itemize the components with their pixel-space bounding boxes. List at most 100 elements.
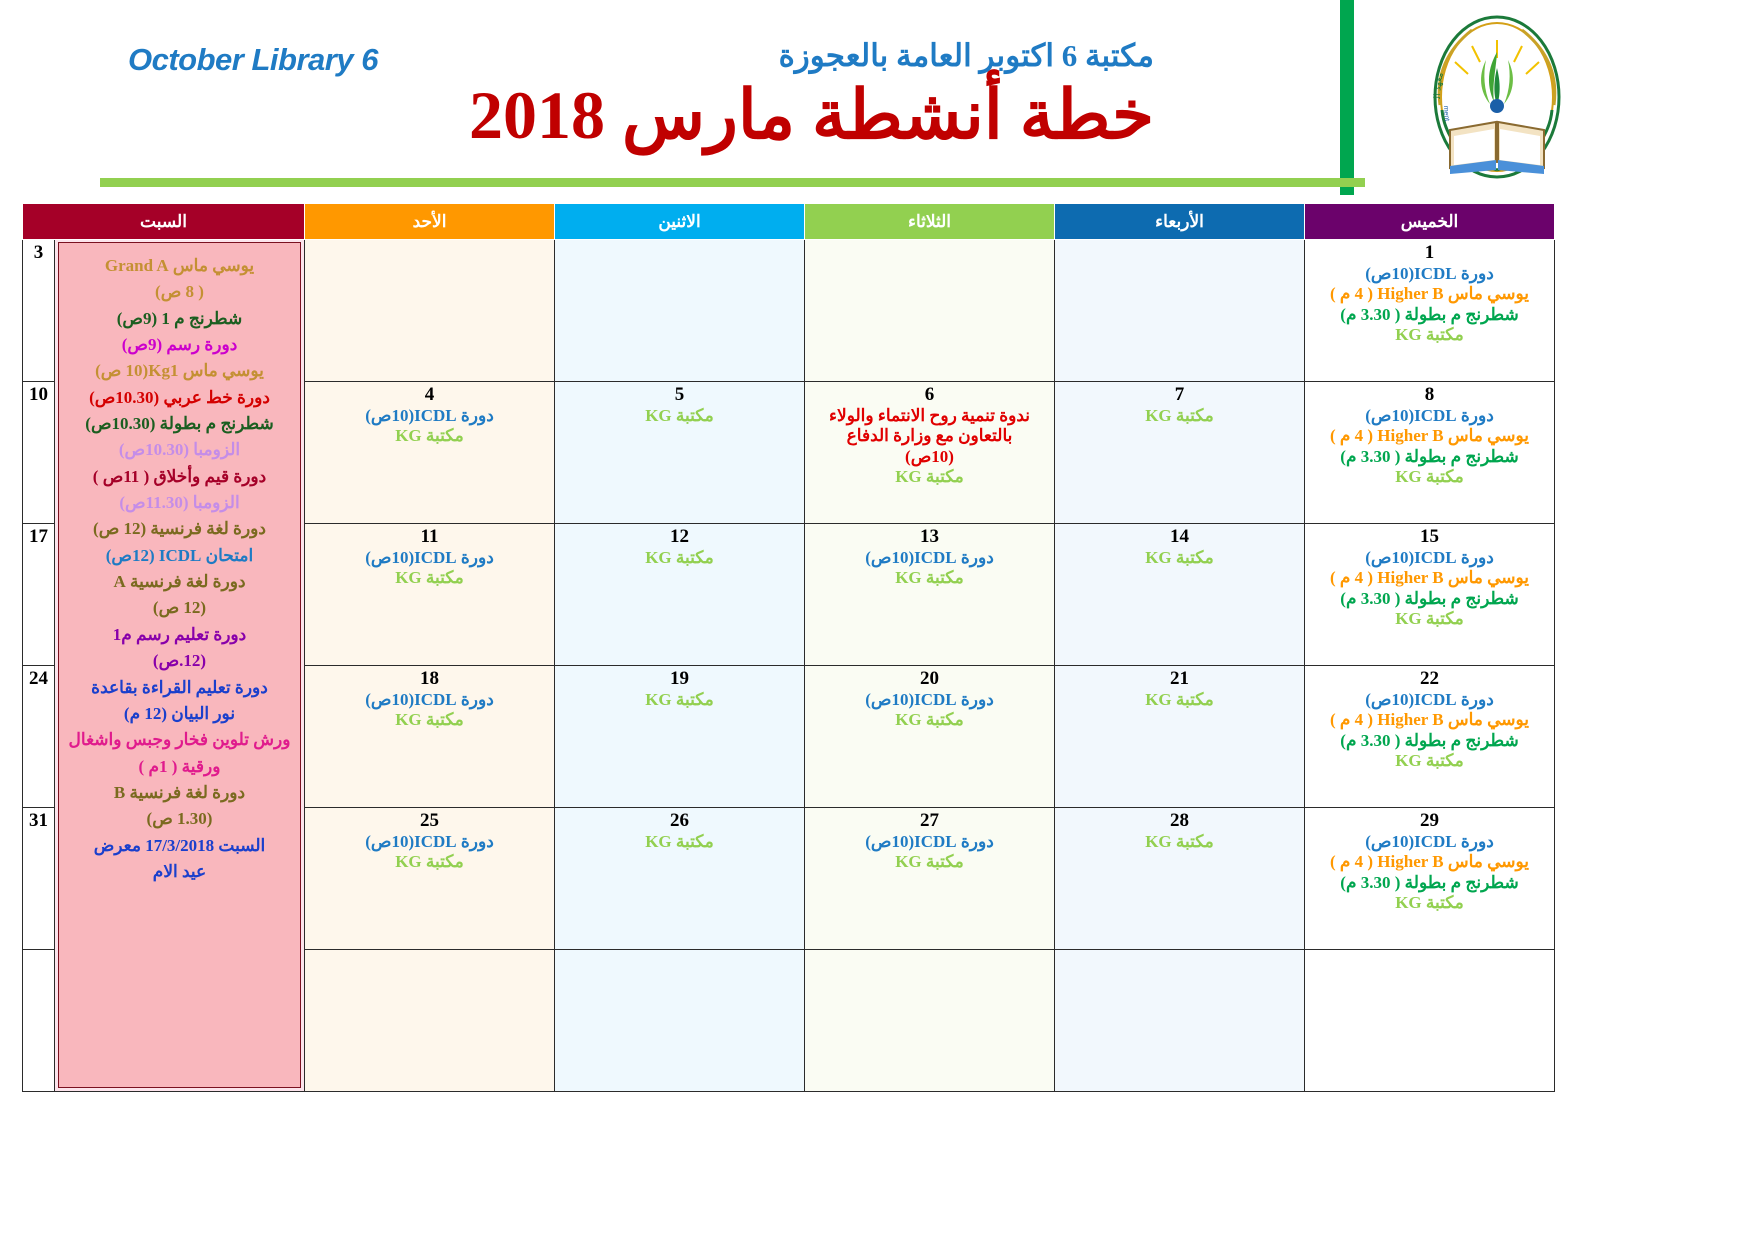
day-number: 15	[1420, 526, 1439, 547]
calendar-day-cell-thursday[interactable]: 29 دورة ICDL(10ص) يوسي ماس Higher B ( 4 م …	[1304, 807, 1555, 950]
day-event: دورة ICDL(10ص)	[365, 405, 494, 425]
day-number	[1308, 952, 1551, 974]
day-event: مكتبة KG	[645, 831, 714, 851]
weekday-header-wednesday: الأربعاء	[1054, 203, 1305, 240]
calendar-day-cell-monday[interactable]	[554, 239, 805, 382]
saturday-activities-panel: يوسي ماس Grand A ( 8 ص) شطرنج م 1 (9ص) دورة…	[58, 242, 301, 1088]
calendar-day-cell-monday[interactable]: 19 مكتبة KG	[554, 665, 805, 808]
day-event: مكتبة KG	[895, 568, 964, 588]
saturday-activity-line: دورة لغة فرنسية (12 ص)	[93, 519, 266, 539]
weekday-header-monday: الاثنين	[554, 203, 805, 240]
saturday-activity-line: الزومبا (11.30ص)	[119, 493, 240, 513]
saturday-day-number-cell[interactable]: 31	[22, 807, 55, 950]
saturday-activity-line: دورة تعليم القراءة بقاعدة	[91, 677, 268, 697]
day-event: مكتبة KG	[645, 689, 714, 709]
day-event: مكتبة KG	[895, 467, 964, 487]
day-event: دورة ICDL(10ص)	[365, 831, 494, 851]
calendar-day-cell-thursday[interactable]: 22 دورة ICDL(10ص) يوسي ماس Higher B ( 4 م …	[1304, 665, 1555, 808]
day-event: دورة ICDL(10ص)	[865, 689, 994, 709]
day-event: دورة ICDL(10ص)	[365, 547, 494, 567]
calendar-day-cell-monday[interactable]	[554, 949, 805, 1092]
calendar-day-cell-wednesday[interactable]: 7 مكتبة KG	[1054, 381, 1305, 524]
calendar-week-row: 29 دورة ICDL(10ص) يوسي ماس Higher B ( 4 م …	[22, 807, 1555, 950]
day-event: مكتبة KG	[645, 405, 714, 425]
calendar-day-cell-sunday[interactable]: 4 دورة ICDL(10ص) مكتبة KG	[304, 381, 555, 524]
calendar-day-cell-thursday[interactable]: 1 دورة ICDL(10ص) يوسي ماس Higher B ( 4 م )…	[1304, 239, 1555, 382]
day-number	[1058, 242, 1301, 264]
saturday-activity-line: ورش تلوين فخار وجبس واشغال	[68, 730, 291, 750]
day-event: مكتبة KG	[895, 852, 964, 872]
saturday-day-number-cell[interactable]: 3	[22, 239, 55, 382]
day-event: شطرنج م بطولة ( 3.30 م)	[1340, 872, 1519, 892]
day-number: 7	[1174, 384, 1185, 405]
day-event: مكتبة KG	[1395, 609, 1464, 629]
calendar-day-cell-monday[interactable]: 5 مكتبة KG	[554, 381, 805, 524]
saturday-activity-line: دورة تعليم رسم م1	[112, 624, 247, 644]
calendar-day-cell-tuesday[interactable]: 20 دورة ICDL(10ص) مكتبة KG	[804, 665, 1055, 808]
saturday-day-number-cell[interactable]: 17	[22, 523, 55, 666]
calendar-day-cell-monday[interactable]: 26 مكتبة KG	[554, 807, 805, 950]
saturday-activity-line: (12.ص)	[152, 651, 207, 671]
page-title: خطة أنشطة مارس 2018	[469, 77, 1154, 153]
day-number: 13	[920, 526, 939, 547]
day-number	[808, 952, 1051, 974]
day-number	[308, 242, 551, 264]
saturday-day-number-cell[interactable]: 10	[22, 381, 55, 524]
calendar-day-cell-monday[interactable]: 12 مكتبة KG	[554, 523, 805, 666]
calendar-week-row: 1 دورة ICDL(10ص) يوسي ماس Higher B ( 4 م )…	[22, 239, 1555, 1092]
day-event: شطرنج م بطولة ( 3.30 م)	[1340, 446, 1519, 466]
day-event: مكتبة KG	[1395, 893, 1464, 913]
calendar-day-cell-tuesday[interactable]	[804, 239, 1055, 382]
day-number: 6	[924, 384, 935, 405]
day-number: 4	[424, 384, 435, 405]
saturday-activities-cell[interactable]: يوسي ماس Grand A ( 8 ص) شطرنج م 1 (9ص) دورة…	[54, 239, 305, 1092]
calendar-day-cell-tuesday[interactable]: 6 ندوة تنمية روح الانتماء والولاء بالتعاون…	[804, 381, 1055, 524]
calendar-day-cell-wednesday[interactable]: 14 مكتبة KG	[1054, 523, 1305, 666]
calendar-day-cell-thursday[interactable]: 15 دورة ICDL(10ص) يوسي ماس Higher B ( 4 م …	[1304, 523, 1555, 666]
saturday-activity-line: ورقية ( 1م )	[138, 756, 221, 776]
calendar-day-cell-wednesday[interactable]: 28 مكتبة KG	[1054, 807, 1305, 950]
weekday-header-sunday: الأحد	[304, 203, 555, 240]
organization-logo-icon: معهد الثقافة وتنمية المجتمع Egypt Societ…	[1410, 10, 1561, 179]
saturday-activity-line: دورة رسم (9ص)	[121, 335, 238, 355]
calendar-day-cell-sunday[interactable]	[304, 239, 555, 382]
saturday-activity-line: الزومبا (10.30ص)	[118, 440, 241, 460]
day-number: 28	[1170, 810, 1189, 831]
calendar-day-cell-tuesday[interactable]: 13 دورة ICDL(10ص) مكتبة KG	[804, 523, 1055, 666]
calendar-week-row: 22 دورة ICDL(10ص) يوسي ماس Higher B ( 4 م …	[22, 665, 1555, 808]
day-event: يوسي ماس Higher B ( 4 م )	[1329, 710, 1530, 730]
day-event: مكتبة KG	[1395, 467, 1464, 487]
saturday-activity-line: عيد الام	[152, 861, 207, 881]
arabic-library-subtitle: مكتبة 6 اكتوبر العامة بالعجوزة	[778, 38, 1154, 73]
day-number: 14	[1170, 526, 1189, 547]
calendar-day-cell-thursday[interactable]: 8 دورة ICDL(10ص) يوسي ماس Higher B ( 4 م )…	[1304, 381, 1555, 524]
calendar-day-cell-tuesday[interactable]: 27 دورة ICDL(10ص) مكتبة KG	[804, 807, 1055, 950]
saturday-activity-line: شطرنج م 1 (9ص)	[116, 308, 243, 328]
calendar-day-cell-sunday[interactable]: 11 دورة ICDL(10ص) مكتبة KG	[304, 523, 555, 666]
day-event: ندوة تنمية روح الانتماء والولاء	[829, 405, 1030, 425]
calendar-day-cell-sunday[interactable]: 25 دورة ICDL(10ص) مكتبة KG	[304, 807, 555, 950]
saturday-activity-line: (1.30 ص)	[146, 809, 213, 829]
day-number: 8	[1424, 384, 1435, 405]
calendar-day-cell-sunday[interactable]: 18 دورة ICDL(10ص) مكتبة KG	[304, 665, 555, 808]
day-number: 21	[1170, 668, 1189, 689]
day-event: شطرنج م بطولة ( 3.30 م)	[1340, 304, 1519, 324]
calendar-day-cell-wednesday[interactable]: 21 مكتبة KG	[1054, 665, 1305, 808]
saturday-day-number-cell[interactable]: 24	[22, 665, 55, 808]
saturday-day-number-cell[interactable]	[22, 949, 55, 1092]
calendar-day-cell-thursday[interactable]	[1304, 949, 1555, 1092]
saturday-activity-line: دورة لغة فرنسية A	[113, 572, 246, 592]
day-event: (10ص)	[905, 446, 954, 466]
calendar-day-cell-tuesday[interactable]	[804, 949, 1055, 1092]
day-number: 5	[674, 384, 685, 405]
day-event: دورة ICDL(10ص)	[365, 689, 494, 709]
monthly-calendar-table: الخميس الأربعاء الثلاثاء الاثنين الأحد ا…	[22, 203, 1555, 1092]
weekday-header-saturday: السبت	[22, 203, 305, 240]
calendar-day-cell-wednesday[interactable]	[1054, 949, 1305, 1092]
saturday-activity-line: يوسي ماس Grand A	[104, 256, 255, 275]
calendar-day-cell-wednesday[interactable]	[1054, 239, 1305, 382]
day-event: مكتبة KG	[895, 710, 964, 730]
calendar-day-cell-sunday[interactable]	[304, 949, 555, 1092]
day-event: دورة ICDL(10ص)	[865, 831, 994, 851]
day-event: شطرنج م بطولة ( 3.30 م)	[1340, 730, 1519, 750]
